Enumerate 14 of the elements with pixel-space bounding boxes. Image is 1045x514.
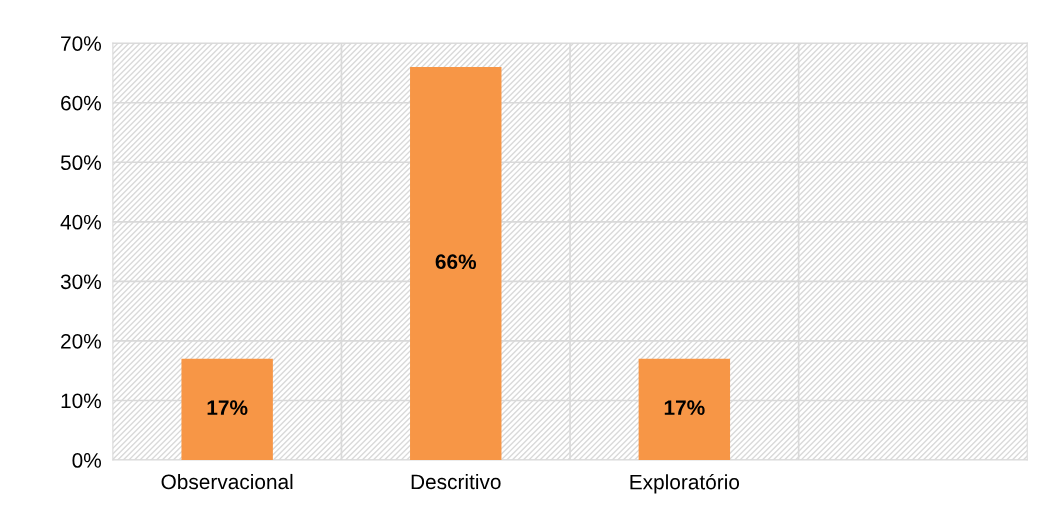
y-tick-label: 20%: [61, 333, 102, 349]
x-tick-label: Descritivo: [411, 473, 501, 490]
x-tick-label: Exploratório: [630, 473, 740, 494]
y-tick-label: 40%: [60, 214, 102, 230]
y-tick-label: 30%: [60, 274, 102, 290]
data-label: 66%: [435, 254, 477, 270]
y-tick-label: 0%: [72, 453, 102, 468]
y-tick-label: 60%: [61, 95, 102, 111]
x-tick-label: Observacional: [161, 473, 293, 490]
y-tick-label: 10%: [61, 393, 102, 409]
y-tick-label: 70%: [61, 36, 102, 51]
data-label: 17%: [207, 400, 248, 415]
data-label: 17%: [664, 400, 705, 415]
y-tick-label: 50%: [60, 155, 102, 171]
